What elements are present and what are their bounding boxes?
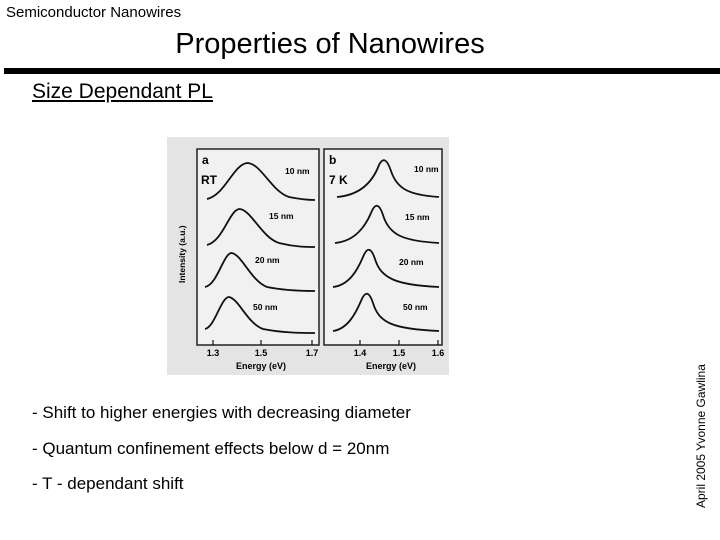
- label-a-20nm: 20 nm: [255, 255, 280, 265]
- tick-label-a-3: 1.7: [306, 348, 319, 358]
- curve-a-50nm: [204, 296, 316, 334]
- label-b-10nm: 10 nm: [414, 164, 439, 174]
- label-b-50nm: 50 nm: [403, 302, 428, 312]
- bullet-item: - Quantum confinement effects below d = …: [32, 438, 390, 458]
- panel-a-condition: RT: [201, 173, 218, 187]
- bullet-item: - T - dependant shift: [32, 474, 184, 493]
- panel-b-frame: [323, 148, 443, 346]
- header-label: Semiconductor Nanowires: [6, 4, 182, 21]
- label-a-15nm: 15 nm: [269, 211, 294, 221]
- tick-label-b-1: 1.4: [354, 348, 367, 358]
- section-heading: Size Dependant PL: [32, 80, 213, 103]
- tick-label-a-1: 1.3: [207, 348, 220, 358]
- label-b-15nm: 15 nm: [405, 212, 430, 222]
- x-axis-label-b: Energy (eV): [366, 361, 416, 371]
- x-axis-label-a: Energy (eV): [236, 361, 286, 371]
- side-credit: April 2005 Yvonne Gawlina: [694, 364, 708, 508]
- curve-b-20nm: [332, 248, 440, 288]
- bullet-list: - Shift to higher energies with decreasi…: [32, 395, 411, 502]
- panel-b-letter: b: [329, 153, 336, 167]
- tick-label-b-2: 1.5: [393, 348, 406, 358]
- curve-a-15nm: [206, 208, 316, 248]
- label-a-10nm: 10 nm: [285, 166, 310, 176]
- panel-a-letter: a: [202, 153, 209, 167]
- curve-a-10nm: [206, 162, 316, 201]
- panel-b-condition: 7 K: [329, 173, 348, 187]
- pl-spectra-figure: a RT b 7 K 10 nm 15 nm 20 nm 50 nm 10 nm: [167, 137, 449, 375]
- slide-title: Properties of Nanowires: [175, 28, 485, 60]
- tick-label-b-3: 1.6: [432, 348, 445, 358]
- curve-b-10nm: [336, 159, 440, 198]
- curve-a-20nm: [204, 252, 316, 292]
- label-a-50nm: 50 nm: [253, 302, 278, 312]
- label-b-20nm: 20 nm: [399, 257, 424, 267]
- y-axis-label: Intensity (a.u.): [177, 225, 187, 283]
- tick-label-a-2: 1.5: [255, 348, 268, 358]
- title-rule: [4, 68, 720, 74]
- curve-b-15nm: [334, 204, 440, 244]
- bullet-item: - Shift to higher energies with decreasi…: [32, 403, 411, 422]
- curve-b-50nm: [332, 292, 440, 332]
- pl-spectra-graphic: a RT b 7 K 10 nm 15 nm 20 nm 50 nm 10 nm: [177, 148, 445, 371]
